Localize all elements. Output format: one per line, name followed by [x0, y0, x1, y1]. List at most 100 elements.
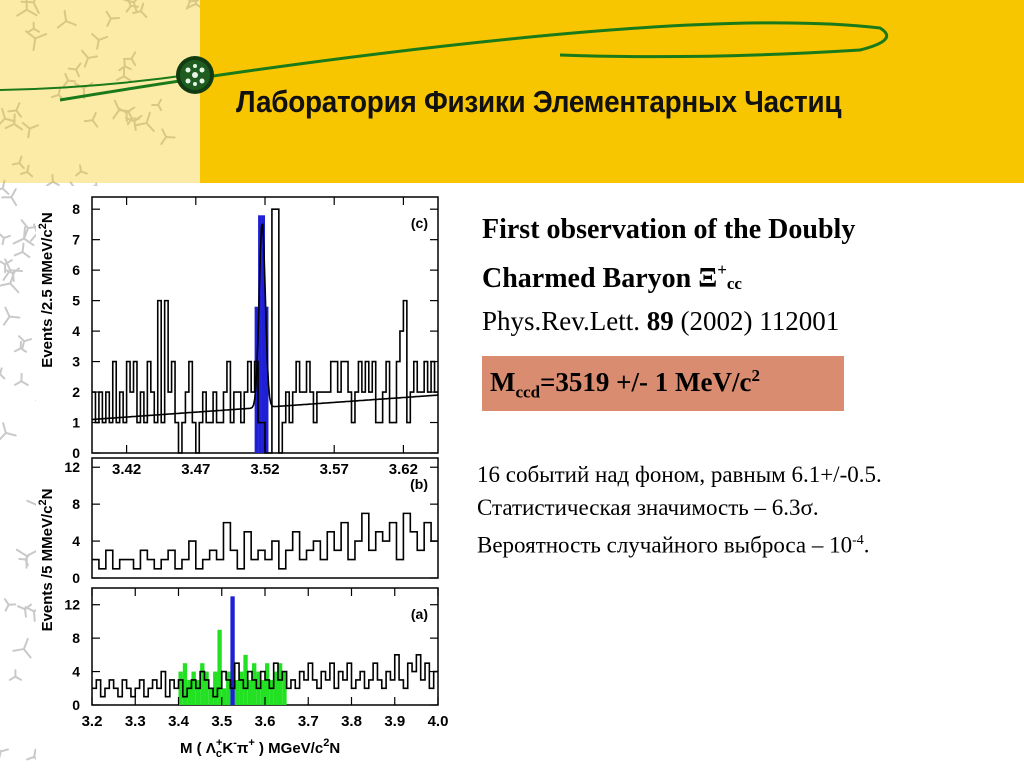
molecule-bond: [8, 675, 17, 681]
molecule-bond: [20, 380, 29, 386]
molecule-bond: [33, 748, 37, 758]
molecule-bond: [0, 748, 9, 753]
green-bin: [204, 671, 209, 705]
molecule-bond: [33, 610, 36, 622]
y-tick-label: 5: [72, 293, 80, 309]
molecule-bond: [13, 251, 24, 257]
molecule-bond: [126, 117, 133, 126]
molecule-shape: [0, 233, 11, 246]
green-bin: [226, 671, 231, 705]
molecule-bond: [79, 170, 88, 175]
molecule-bond: [25, 8, 38, 17]
fact-line-events: 16 событий над фоном, равным 6.1+/-0.5.: [477, 462, 882, 487]
molecule-bond: [0, 431, 7, 441]
molecule-bond: [4, 123, 16, 130]
green-bin: [217, 629, 222, 705]
molecule-bond: [12, 648, 25, 652]
molecule-bond: [160, 135, 168, 146]
molecule-bond: [1, 107, 6, 120]
molecule-bond: [22, 637, 29, 651]
x-tick-label: 3.57: [320, 461, 349, 478]
facts-block: 16 событий над фоном, равным 6.1+/-0.5. …: [477, 458, 1017, 562]
molecule-bond: [132, 0, 138, 4]
paper-title-line2-text: Charmed Baryon Ξ: [482, 263, 718, 294]
molecule-bond: [130, 57, 137, 67]
molecule-bond: [83, 56, 90, 68]
molecule-bond: [115, 75, 125, 82]
molecule-shape: [0, 271, 20, 294]
molecule-bond: [26, 170, 34, 178]
mass-sup: 2: [751, 366, 761, 385]
molecule-bond: [75, 68, 80, 78]
x-tick-label: 3.52: [250, 461, 279, 478]
molecule-shape: [8, 669, 22, 681]
panel-b: 0 4 8 12 (b): [64, 457, 439, 586]
citation: Phys.Rev.Lett. 89 (2002) 112001: [482, 306, 839, 337]
x-axis-title-part: M ( Λ: [180, 740, 216, 757]
molecule-bond: [123, 0, 135, 4]
molecule-bond: [106, 17, 112, 27]
molecule-bond: [14, 675, 22, 681]
x-tick-label: 3.42: [112, 461, 141, 478]
molecule-bond: [34, 33, 48, 40]
green-bin: [195, 679, 201, 705]
green-bin: [191, 671, 196, 705]
journal-year-page: (2002) 112001: [680, 306, 840, 336]
molecule-bond: [127, 111, 133, 120]
molecule-bond: [96, 38, 100, 50]
molecule-bond: [1, 179, 6, 190]
signal-bin: [261, 215, 265, 453]
molecule-bond: [10, 188, 17, 199]
molecule-shape: [7, 102, 23, 118]
molecule-bond: [25, 549, 39, 557]
molecule-bond: [0, 282, 12, 287]
molecule-shape: [46, 173, 60, 187]
molecule-bond: [123, 58, 126, 68]
fact-line-probability-end: .: [863, 532, 870, 558]
molecule-bond: [4, 603, 10, 612]
molecule-bond: [130, 51, 137, 60]
molecule-bond: [7, 109, 18, 113]
molecule-bond: [11, 162, 21, 166]
green-bin: [247, 679, 253, 705]
y-axis-title-ab-tail: N: [39, 489, 56, 500]
molecule-shape: [185, 0, 200, 10]
signal-bin: [230, 596, 235, 705]
mass-value: =3519 +/- 1 MeV/c: [540, 367, 752, 397]
molecule-bond: [2, 269, 12, 281]
panel-a-label: (a): [411, 606, 428, 622]
molecule-shape: [105, 10, 121, 27]
molecule-bond: [118, 65, 126, 72]
y-tick-label: 4: [72, 664, 80, 680]
mass-sub: ccd: [515, 382, 541, 402]
molecule-bond: [32, 1, 40, 14]
molecule-bond: [20, 219, 30, 230]
molecule-bond: [0, 373, 6, 380]
y-tick-label: 12: [64, 459, 80, 475]
green-bin: [243, 654, 248, 705]
y-tick-label: 8: [72, 496, 80, 512]
fact-line-probability-sup: -4: [852, 533, 864, 548]
molecule-bond: [18, 162, 25, 170]
x-axis-title-part: c: [216, 748, 222, 760]
molecule-bond: [91, 33, 100, 41]
molecule-shape: [0, 107, 16, 126]
molecule-bond: [13, 347, 22, 353]
y-tick-label: 0: [72, 570, 80, 586]
molecule-bond: [51, 180, 60, 186]
molecule-shape: [15, 548, 39, 569]
atom-logo-icon: [176, 56, 214, 94]
molecule-shape: [0, 367, 6, 380]
molecule-bond: [123, 65, 132, 71]
y-tick-label: 4: [72, 533, 80, 549]
molecule-shape: [17, 335, 33, 350]
y-tick-label: 7: [72, 232, 80, 248]
molecule-bond: [122, 75, 132, 82]
x-axis-title: M ( Λc+K-π+ ) MGeV/c2N: [180, 737, 340, 760]
molecule-shape: [75, 164, 88, 177]
molecule-bond: [28, 124, 40, 130]
molecule-bond: [13, 380, 23, 386]
molecule-bond: [65, 20, 77, 27]
mass-result-box: Mccd=3519 +/- 1 MeV/c2: [482, 356, 844, 411]
